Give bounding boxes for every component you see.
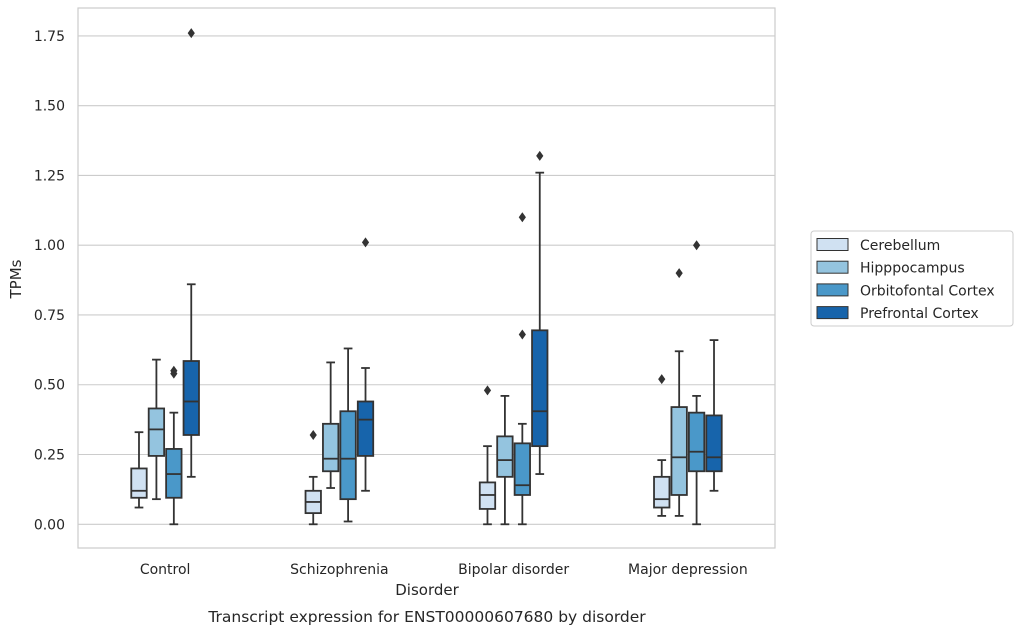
box-body	[513, 442, 531, 496]
x-tick-label: Schizophrenia	[290, 562, 388, 578]
box-orbitofontal-cortex-0	[165, 365, 183, 526]
legend-swatch	[816, 238, 849, 251]
box-hipppocampus-3	[670, 268, 688, 517]
legend-label: Hipppocampus	[860, 261, 965, 277]
box-cerebellum-2	[478, 385, 497, 526]
box-body	[339, 410, 357, 501]
box-cerebellum-0	[130, 431, 148, 509]
y-tick-labels: 0.00 0.25 0.50 0.75 1.00 1.25 1.50 1.75	[34, 29, 65, 533]
box-hipppocampus-2	[496, 395, 514, 526]
outlier-point	[692, 240, 701, 251]
box-body	[182, 360, 200, 436]
y-tick-label: 0.50	[34, 378, 65, 394]
box-layer	[130, 28, 723, 526]
box-prefrontal-cortex-2	[531, 150, 549, 475]
box-body	[705, 414, 723, 473]
box-orbitofontal-cortex-1	[339, 347, 357, 523]
box-cerebellum-1	[304, 429, 322, 526]
box-body	[531, 329, 549, 448]
y-tick-label: 0.75	[34, 308, 65, 324]
box-orbitofontal-cortex-2	[513, 212, 531, 526]
y-tick-label: 0.25	[34, 448, 65, 464]
legend-swatch	[816, 306, 849, 320]
outlier-point	[675, 268, 683, 279]
box-orbitofontal-cortex-3	[687, 240, 706, 526]
y-tick-label: 1.25	[34, 168, 65, 184]
legend-label: Cerebellum	[860, 238, 940, 254]
outlier-point	[518, 212, 526, 223]
legend-swatch	[816, 283, 849, 297]
y-tick-label: 0.00	[34, 517, 65, 533]
outlier-point	[518, 329, 526, 340]
box-body	[687, 411, 706, 473]
x-axis-label: Disorder	[395, 581, 459, 599]
outlier-point	[309, 429, 317, 440]
y-tick-label: 1.00	[34, 238, 65, 254]
y-axis-label: TPMs	[7, 259, 25, 299]
outlier-point	[187, 28, 195, 39]
box-prefrontal-cortex-0	[182, 28, 200, 478]
plot-frame	[77, 7, 776, 549]
legend-label: Orbitofontal Cortex	[860, 283, 995, 299]
outlier-point	[483, 385, 492, 396]
box-body	[322, 422, 340, 473]
grid-layer	[78, 35, 775, 525]
legend: Cerebellum Hipppocampus Orbitofontal Corte…	[810, 230, 1014, 327]
box-body	[653, 475, 671, 509]
outlier-point	[361, 237, 370, 248]
box-body	[130, 467, 148, 499]
x-tick-label: Control	[140, 562, 191, 578]
box-body	[670, 406, 688, 496]
x-tick-label: Major depression	[628, 562, 748, 578]
y-tick-label: 1.75	[34, 29, 65, 45]
box-body	[147, 407, 166, 457]
outlier-point	[658, 374, 666, 385]
box-body	[356, 400, 375, 457]
box-cerebellum-3	[653, 374, 671, 517]
box-prefrontal-cortex-1	[356, 237, 375, 492]
chart-title: Transcript expression for ENST0000060768…	[207, 608, 646, 626]
box-hipppocampus-0	[147, 358, 166, 501]
legend-label: Prefrontal Cortex	[860, 306, 979, 322]
outlier-point	[536, 150, 544, 161]
box-body	[496, 435, 514, 478]
outlier-point	[170, 365, 178, 376]
x-tick-labels: Control Schizophrenia Bipolar disorder Majo…	[140, 562, 748, 578]
y-tick-label: 1.50	[34, 99, 65, 115]
legend-swatch	[816, 260, 849, 274]
box-hipppocampus-1	[322, 361, 340, 489]
x-tick-label: Bipolar disorder	[458, 562, 569, 578]
box-prefrontal-cortex-3	[705, 339, 723, 492]
legend-frame	[810, 230, 1014, 327]
